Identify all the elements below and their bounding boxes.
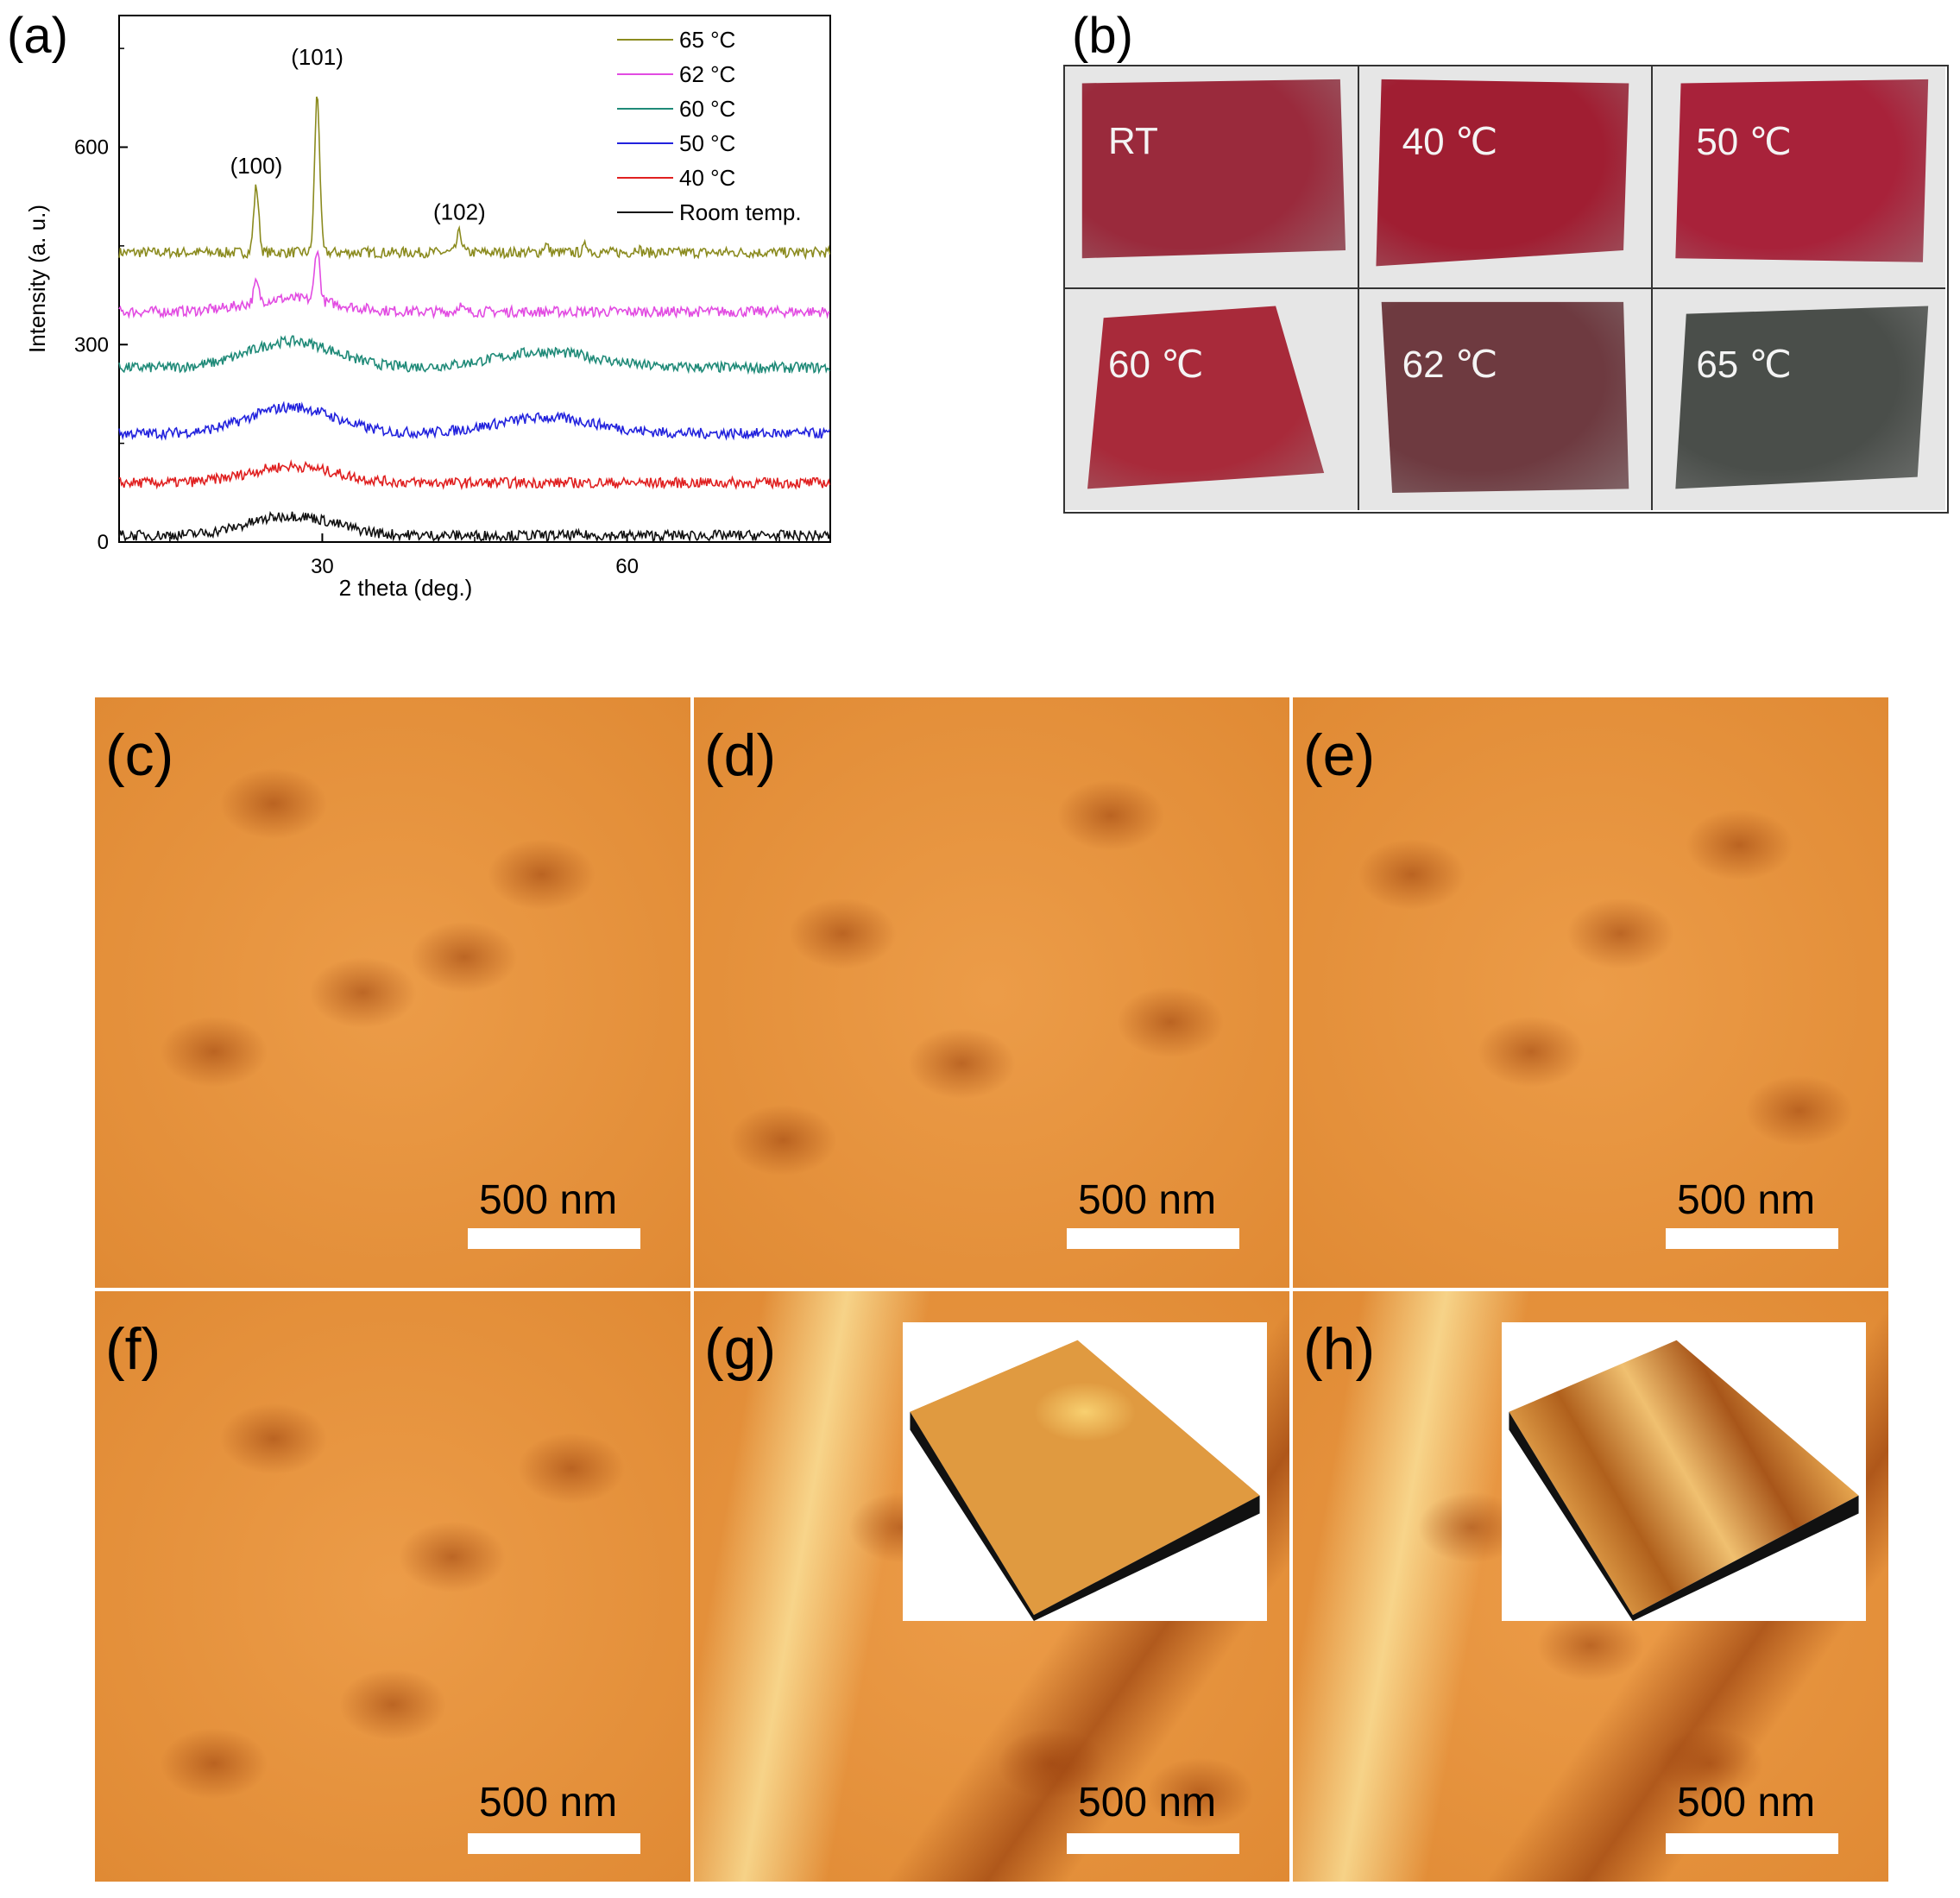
sample-photo: RT — [1065, 66, 1359, 289]
afm-panel-letter: (c) — [105, 722, 174, 788]
x-tick-label: 30 — [311, 555, 334, 578]
sample-photo: 62 ℃ — [1358, 289, 1654, 510]
afm-image: (f) 500 nm — [95, 1291, 690, 1882]
scale-bar — [1067, 1228, 1239, 1249]
peak-label: (102) — [433, 199, 486, 224]
afm-image-grid: (c) 500 nm (d) 500 nm (e) 500 nm (f) 500 nm (g) 5… — [95, 697, 1892, 1885]
series-line-3 — [118, 400, 831, 441]
scale-bar — [1067, 1833, 1239, 1854]
panel-a-letter: (a) — [7, 8, 68, 64]
peak-label: (100) — [230, 153, 283, 179]
photo-label: 60 ℃ — [1108, 344, 1204, 386]
afm-3d-surface — [910, 1340, 1260, 1616]
y-axis-label: Intensity (a. u.) — [24, 205, 50, 353]
legend-label: 60 °C — [679, 96, 735, 122]
legend-label: 62 °C — [679, 61, 735, 87]
film-sample — [1381, 301, 1629, 494]
film-sample — [1675, 79, 1929, 262]
scale-bar-label: 500 nm — [479, 1177, 618, 1223]
afm-3d-inset — [903, 1322, 1267, 1621]
afm-panel-letter: (f) — [105, 1316, 161, 1382]
afm-3d-surface — [1509, 1340, 1859, 1616]
scale-bar — [1666, 1228, 1838, 1249]
scale-bar-label: 500 nm — [479, 1780, 618, 1825]
panel-b-letter: (b) — [1072, 8, 1133, 64]
photo-label: 62 ℃ — [1402, 344, 1498, 386]
y-tick-label: 600 — [74, 136, 109, 160]
afm-image: (c) 500 nm — [95, 697, 690, 1288]
afm-image: (g) 500 nm — [694, 1291, 1289, 1882]
plot-frame — [118, 15, 831, 543]
scale-bar-label: 500 nm — [1078, 1177, 1217, 1223]
y-tick-label: 300 — [74, 333, 109, 356]
scale-bar-label: 500 nm — [1677, 1780, 1816, 1825]
film-sample — [1376, 79, 1629, 267]
x-tick-label: 60 — [615, 555, 639, 578]
photo-label: RT — [1108, 120, 1158, 162]
scale-bar — [468, 1228, 640, 1249]
scale-bar-label: 500 nm — [1078, 1780, 1217, 1825]
sample-photo: 65 ℃ — [1653, 289, 1945, 510]
photo-label: 40 ℃ — [1402, 121, 1498, 163]
sample-photo: 40 ℃ — [1358, 66, 1654, 289]
afm-image: (h) 500 nm — [1293, 1291, 1888, 1882]
sample-photo-grid: RT 40 ℃ 50 ℃ 60 ℃ 62 ℃ 65 ℃ — [1063, 65, 1949, 514]
afm-panel-letter: (d) — [704, 722, 777, 788]
series-line-5 — [118, 510, 831, 544]
series-line-2 — [118, 335, 831, 375]
x-axis-label: 2 theta (deg.) — [339, 575, 473, 601]
afm-3d-inset — [1502, 1322, 1866, 1621]
legend-label: 65 °C — [679, 27, 735, 53]
photo-label: 50 ℃ — [1696, 121, 1792, 163]
afm-panel-letter: (h) — [1303, 1316, 1376, 1382]
afm-image: (e) 500 nm — [1293, 697, 1888, 1288]
legend-label: Room temp. — [679, 199, 802, 225]
afm-image: (d) 500 nm — [694, 697, 1289, 1288]
scale-bar — [1666, 1833, 1838, 1854]
scale-bar — [468, 1833, 640, 1854]
sample-photo: 60 ℃ — [1065, 289, 1359, 510]
xrd-chart: 0 300 600 30 60 2 theta (deg.) Intensity (a. u… — [24, 15, 831, 601]
afm-panel-letter: (e) — [1303, 722, 1376, 788]
sample-photo: 50 ℃ — [1653, 66, 1945, 289]
series-line-4 — [118, 459, 831, 491]
film-sample — [1087, 306, 1325, 489]
legend-label: 50 °C — [679, 130, 735, 156]
legend-label: 40 °C — [679, 165, 735, 191]
scale-bar-label: 500 nm — [1677, 1177, 1816, 1223]
afm-panel-letter: (g) — [704, 1316, 777, 1382]
film-sample — [1675, 306, 1929, 489]
photo-label: 65 ℃ — [1696, 344, 1792, 386]
peak-label: (101) — [291, 44, 343, 70]
series-line-0 — [118, 96, 831, 261]
film-sample — [1081, 79, 1346, 259]
series-line-1 — [118, 249, 830, 319]
y-tick-label: 0 — [98, 531, 109, 554]
